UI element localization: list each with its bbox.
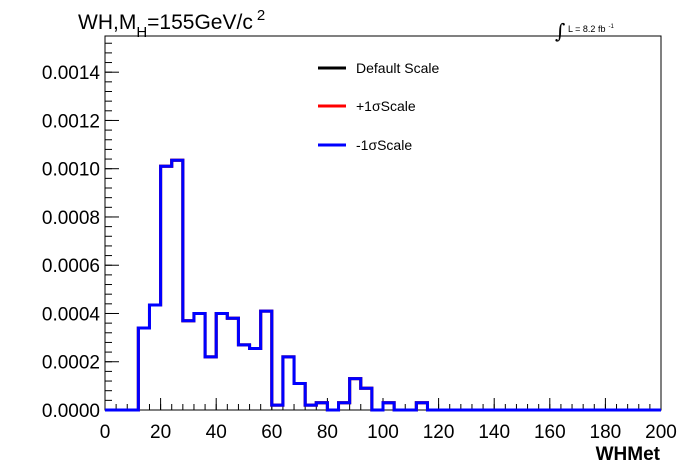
y-tick-label: 0.0002 [42,353,100,374]
luminosity-label: ∫ L = 8.2 fb -1 [555,19,614,43]
series-layer [105,158,661,412]
y-tick-label: 0.0008 [42,208,100,229]
legend-label-1: +1σScale [356,98,416,114]
x-tick-label: 80 [317,422,338,443]
y-tick-label: 0.0000 [42,401,100,422]
title-rest: =155GeV/c [147,11,253,34]
y-tick-label: 0.0014 [42,63,101,84]
integral-symbol: ∫ [555,19,565,43]
legend-label-0: Default Scale [356,60,439,76]
title-subscript: H [136,24,147,41]
chart-title: WH,MH=155GeV/c 2 [78,7,265,41]
luminosity-text: L = 8.2 fb -1 [568,24,614,34]
series-line-2 [105,158,661,412]
x-axis-title: WHMet [596,444,661,465]
x-tick-label: 20 [150,422,171,443]
x-tick-label: 40 [206,422,227,443]
x-tick-label: 180 [590,422,622,443]
legend-label-2: -1σScale [356,137,412,153]
x-tick-label: 120 [423,422,455,443]
x-tick-label: 140 [478,422,510,443]
y-tick-label: 0.0012 [42,111,100,132]
x-tick-label: 200 [645,422,677,443]
x-tick-label: 160 [534,422,566,443]
y-tick-label: 0.0006 [42,256,100,277]
y-tick-label: 0.0010 [42,160,100,181]
x-tick-label: 60 [261,422,282,443]
title-main: WH,MH=155GeV/c 2 [78,7,265,41]
x-tick-label: 0 [100,422,111,443]
luminosity-superscript: -1 [608,24,614,30]
x-tick-label: 100 [367,422,399,443]
legend: Default Scale +1σScale -1σScale [318,60,439,153]
y-axis: 0.0000 0.0002 0.0004 0.0006 0.0008 0.0010 0.00… [42,42,119,422]
y-tick-label: 0.0004 [42,304,101,325]
title-superscript: 2 [257,7,265,24]
